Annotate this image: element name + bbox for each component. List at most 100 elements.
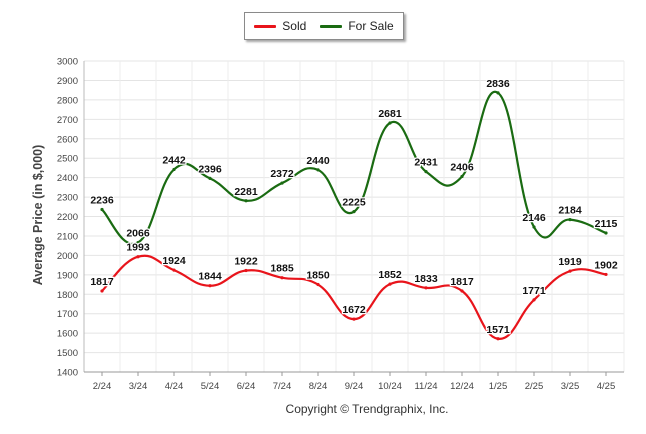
for-sale-data-point (316, 168, 320, 172)
y-tick-label: 2400 (57, 173, 78, 184)
sold-data-label: 1672 (342, 304, 366, 316)
sold-data-label: 1902 (594, 259, 618, 271)
y-tick-label: 2900 (57, 76, 78, 87)
y-tick-label: 2800 (57, 95, 78, 106)
x-tick-label: 8/24 (309, 381, 328, 392)
for-sale-data-point (100, 207, 104, 212)
y-tick-label: 2500 (57, 154, 78, 165)
sold-data-label: 1852 (378, 269, 402, 281)
sold-data-point (172, 268, 176, 272)
y-tick-label: 1800 (57, 290, 78, 301)
for-sale-data-label: 2431 (414, 157, 438, 169)
for-sale-data-label: 2236 (90, 195, 114, 207)
sold-data-label: 1924 (162, 255, 186, 267)
sold-data-point (496, 337, 500, 341)
for-sale-data-point (388, 121, 392, 125)
sold-data-label: 1771 (522, 285, 546, 297)
for-sale-data-label: 2442 (162, 154, 186, 166)
x-tick-label: 4/24 (165, 381, 184, 392)
y-tick-label: 2000 (57, 251, 78, 262)
for-sale-data-label: 2440 (306, 155, 330, 167)
sold-data-label: 1844 (198, 271, 222, 283)
y-tick-label: 2600 (57, 134, 78, 145)
y-axis-title: Average Price (in $,000) (31, 144, 45, 286)
sold-data-label: 1850 (306, 270, 330, 282)
for-sale-line-swatch-icon (320, 24, 343, 28)
y-tick-label: 1700 (57, 309, 78, 320)
y-tick-label: 1400 (57, 368, 78, 379)
x-tick-label: 1/25 (489, 381, 508, 392)
for-sale-data-point (460, 174, 464, 179)
for-sale-data-label: 2115 (595, 218, 618, 230)
sold-series-line (100, 254, 608, 340)
for-sale-data-point (172, 167, 176, 172)
x-tick-label: 7/24 (273, 381, 292, 392)
x-tick-label: 2/25 (525, 381, 544, 392)
for-sale-data-label: 2146 (522, 212, 546, 224)
sold-data-label: 1885 (270, 263, 294, 275)
sold-data-point (532, 298, 536, 302)
sold-line-swatch-icon (254, 24, 277, 28)
sold-data-label: 1993 (126, 242, 150, 254)
for-sale-data-label: 2681 (378, 108, 402, 120)
axes: 1400 1500 1600 1700 1800 1900 2000 2100 2200 2300… (57, 57, 624, 392)
legend-item-for-sale[interactable]: For Sale (320, 19, 394, 33)
for-sale-data-point (424, 169, 428, 174)
y-tick-label: 3000 (57, 57, 78, 68)
x-tick-label: 3/25 (561, 381, 580, 392)
sold-data-label: 1817 (450, 276, 474, 288)
for-sale-data-point (352, 210, 356, 214)
for-sale-data-label: 2396 (198, 163, 222, 175)
x-tick-label: 2/24 (93, 381, 112, 392)
sold-data-point (280, 276, 284, 280)
x-tick-label: 11/24 (414, 381, 437, 392)
sold-data-point (244, 268, 248, 273)
legend: Sold For Sale (244, 12, 404, 40)
x-tick-label: 12/24 (450, 381, 474, 392)
for-sale-data-point (568, 218, 572, 222)
sold-data-point (424, 286, 428, 290)
y-tick-label: 2100 (57, 231, 78, 242)
sold-data-point (352, 317, 356, 321)
series-lines (100, 90, 608, 341)
sold-data-point (460, 289, 464, 293)
x-tick-label: 10/24 (378, 381, 402, 392)
sold-data-point (388, 282, 392, 286)
for-sale-data-label: 2066 (126, 228, 150, 240)
for-sale-data-label: 2406 (450, 161, 474, 173)
sold-data-point (568, 269, 572, 273)
for-sale-data-point (604, 231, 608, 235)
y-tick-label: 1900 (57, 270, 78, 281)
y-tick-label: 1600 (57, 329, 78, 340)
legend-label-sold: Sold (282, 19, 307, 33)
x-tick-label: 4/25 (597, 381, 616, 392)
for-sale-data-point (208, 176, 212, 181)
for-sale-data-label: 2836 (486, 78, 510, 90)
sold-data-label: 1922 (234, 256, 258, 268)
x-tick-label: 5/24 (201, 381, 220, 392)
x-tick-label: 6/24 (237, 381, 256, 392)
for-sale-data-label: 2281 (234, 186, 258, 198)
sold-data-point (100, 289, 104, 293)
x-tick-label: 3/24 (129, 381, 148, 392)
for-sale-data-label: 2372 (270, 168, 294, 180)
for-sale-data-label: 2184 (558, 205, 582, 217)
legend-label-for-sale: For Sale (348, 19, 394, 33)
sold-data-point (316, 282, 320, 287)
sold-data-point (208, 284, 212, 288)
sold-data-label: 1817 (90, 276, 114, 288)
for-sale-data-point (496, 91, 500, 95)
data-labels: 1817 1993 1924 1844 1922 1885 1850 1672 1852 1833… (89, 77, 619, 337)
for-sale-data-point (280, 181, 284, 185)
y-tick-label: 2700 (57, 115, 78, 126)
sold-data-label: 1571 (486, 324, 510, 336)
sold-data-point (136, 255, 140, 259)
legend-item-sold[interactable]: Sold (254, 19, 306, 33)
sold-data-point (604, 272, 608, 277)
x-tick-label: 9/24 (345, 381, 364, 392)
sold-data-label: 1833 (414, 273, 438, 285)
copyright-footer: Copyright © Trendgraphix, Inc. (285, 402, 449, 416)
for-sale-data-label: 2225 (342, 197, 366, 209)
for-sale-data-point (532, 225, 536, 229)
